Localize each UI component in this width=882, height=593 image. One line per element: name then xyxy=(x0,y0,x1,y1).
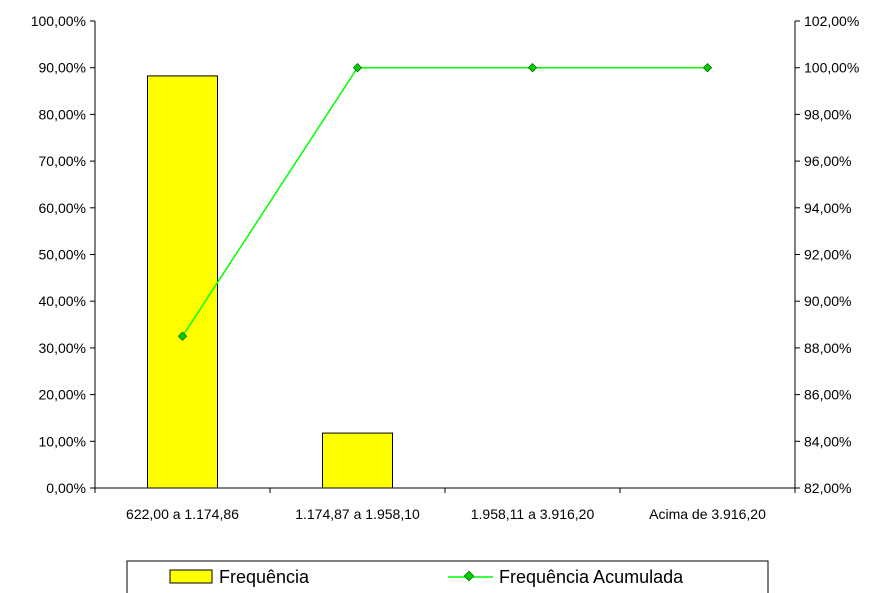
left-tick-label: 100,00% xyxy=(31,13,86,29)
legend-box xyxy=(126,560,769,593)
line-point xyxy=(177,331,188,341)
line-point xyxy=(527,63,538,73)
category-label: 1.958,11 a 3.916,20 xyxy=(471,506,595,522)
bar-series xyxy=(147,75,393,489)
category-label: Acima de 3.916,20 xyxy=(649,506,766,522)
category-label: 622,00 a 1.174,86 xyxy=(126,506,239,522)
right-tick-label: 86,00% xyxy=(804,387,851,403)
right-tick-label: 94,00% xyxy=(804,200,851,216)
right-tick-label: 90,00% xyxy=(804,293,851,309)
left-tick-label: 0,00% xyxy=(46,480,86,496)
legend-bar-swatch xyxy=(169,569,213,584)
line-series xyxy=(177,63,713,341)
right-tick-label: 88,00% xyxy=(804,340,851,356)
right-tick-label: 96,00% xyxy=(804,153,851,169)
left-tick-label: 90,00% xyxy=(39,60,86,76)
left-tick-label: 40,00% xyxy=(39,293,86,309)
category-label: 1.174,87 a 1.958,10 xyxy=(295,506,420,522)
left-tick-label: 10,00% xyxy=(39,433,86,449)
x-axis: 622,00 a 1.174,86 1.174,87 a 1.958,10 1.95… xyxy=(94,487,796,522)
left-tick-label: 50,00% xyxy=(39,247,86,263)
line-point xyxy=(702,63,713,73)
bar xyxy=(322,432,393,489)
legend-label-frequencia-acumulada: Frequência Acumulada xyxy=(499,567,684,587)
right-y-axis: 82,00% 84,00% 86,00% 88,00% 90,00% 92,00% 94,0… xyxy=(794,13,859,496)
legend: Frequência Frequência Acumulada xyxy=(126,560,769,593)
bar xyxy=(147,75,218,489)
cumulative-line xyxy=(181,66,708,337)
legend-label-frequencia: Frequência xyxy=(219,567,310,587)
right-tick-label: 100,00% xyxy=(804,60,859,76)
right-tick-label: 98,00% xyxy=(804,106,851,122)
left-tick-label: 80,00% xyxy=(39,106,86,122)
left-tick-label: 30,00% xyxy=(39,340,86,356)
left-tick-label: 20,00% xyxy=(39,387,86,403)
right-tick-label: 92,00% xyxy=(804,247,851,263)
left-y-axis: 0,00% 10,00% 20,00% 30,00% 40,00% 50,00% 60,00… xyxy=(31,13,96,496)
left-tick-label: 70,00% xyxy=(39,153,86,169)
right-tick-label: 102,00% xyxy=(804,13,859,29)
legend-line-marker xyxy=(463,570,475,582)
left-tick-label: 60,00% xyxy=(39,200,86,216)
line-point xyxy=(352,63,363,73)
right-tick-label: 82,00% xyxy=(804,480,851,496)
right-tick-label: 84,00% xyxy=(804,433,851,449)
